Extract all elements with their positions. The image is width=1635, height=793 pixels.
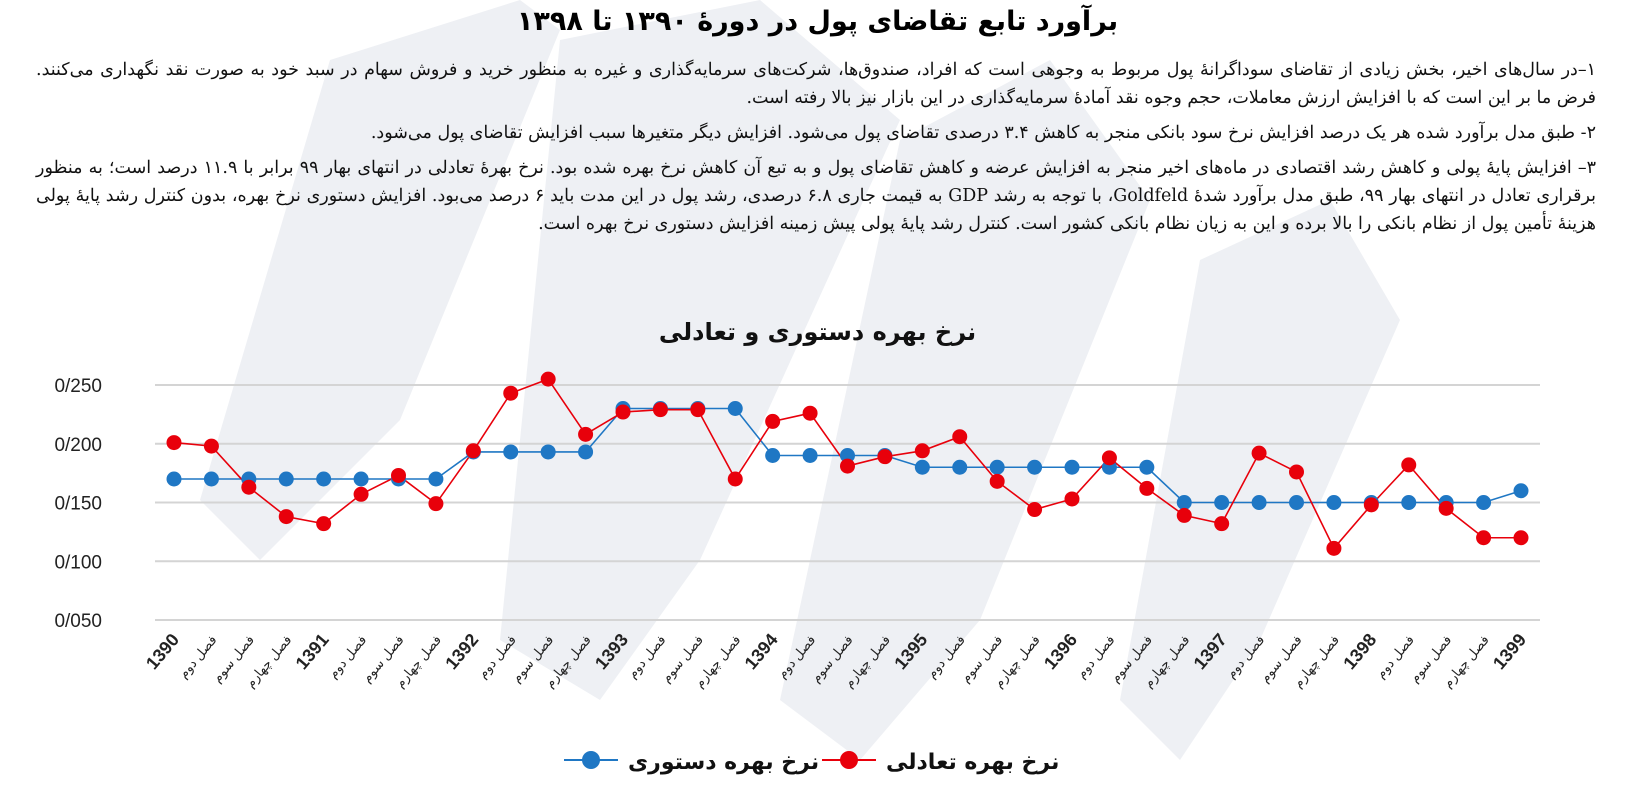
data-point-mandated [428,471,444,487]
x-tick-label: 1394 [741,630,782,674]
data-point-equilibrium [765,413,781,429]
data-point-equilibrium [1476,530,1492,546]
data-point-mandated [1214,495,1230,510]
data-point-equilibrium [914,443,930,459]
data-point-equilibrium [1363,497,1379,513]
data-point-mandated [1289,495,1304,510]
data-point-mandated [1139,459,1155,475]
data-point-mandated [316,471,332,487]
data-point-equilibrium [615,404,631,420]
data-point-equilibrium [316,516,332,532]
legend-item-mandated: نرخ بهره دستوری [560,744,819,786]
note-paragraph: ۲- طبق مدل برآورد شده هر یک درصد افزایش … [370,123,1596,143]
data-point-equilibrium [652,402,668,418]
data-point-equilibrium [578,426,594,442]
data-point-mandated [1176,495,1192,510]
data-point-equilibrium [1176,507,1192,523]
data-point-equilibrium [1326,540,1342,556]
data-point-mandated [1513,483,1529,499]
y-tick-label: 0/100 [54,552,102,573]
data-point-equilibrium [877,449,893,465]
data-point-equilibrium [690,402,706,418]
x-tick-label: 1393 [591,630,632,674]
data-point-mandated [166,471,182,487]
x-tick-label: 1396 [1040,630,1081,674]
data-point-mandated [503,444,519,460]
data-point-mandated [765,448,781,463]
x-tick-label: 1397 [1190,630,1231,674]
data-point-equilibrium [166,435,182,451]
data-point-mandated [989,459,1005,475]
x-tick-label: 1392 [441,630,482,674]
data-point-mandated [578,444,594,460]
x-tick-label: 1398 [1339,630,1380,674]
document-title: برآورد تابع تقاضای پول در دورۀ ۱۳۹۰ تا ۱… [516,6,1119,37]
data-point-equilibrium [428,496,444,512]
data-point-equilibrium [1438,500,1454,516]
data-point-mandated [1027,459,1043,475]
legend-label: نرخ بهره تعادلی [886,750,1060,775]
data-point-mandated [540,444,556,460]
data-point-mandated [1401,495,1417,510]
y-tick-label: 0/200 [54,435,102,456]
x-tick-label: 1395 [890,630,931,674]
note-paragraph: ۱–در سال‌های اخیر، بخش زیادی از تقاضای س… [36,60,1596,108]
data-point-equilibrium [1251,445,1267,461]
data-point-equilibrium [989,473,1005,489]
data-point-mandated [1064,459,1080,475]
note-paragraph: ۳– افزایش پایۀ پولی و کاهش رشد اقتصادی د… [36,158,1596,234]
data-point-mandated [727,401,743,416]
legend-label: نرخ بهره دستوری [628,750,820,775]
data-point-mandated [1251,495,1267,510]
data-point-equilibrium [1139,480,1155,496]
x-tick-label: 1390 [142,630,183,674]
data-point-equilibrium [840,458,855,474]
data-point-equilibrium [503,385,519,401]
data-point-mandated [278,471,294,487]
data-point-mandated [1476,495,1492,510]
data-point-equilibrium [540,371,556,387]
data-point-equilibrium [353,486,369,502]
y-tick-label: 0/150 [54,494,102,515]
y-tick-label: 0/050 [54,611,102,632]
data-point-equilibrium [727,471,743,487]
chart-title: نرخ بهره دستوری و تعادلی [658,318,977,346]
data-point-equilibrium [465,443,481,459]
data-point-equilibrium [1027,502,1043,518]
data-point-mandated [802,448,818,463]
y-tick-label: 0/250 [54,376,102,397]
legend-item-equilibrium: نرخ بهره تعادلی [818,744,1060,786]
data-point-equilibrium [241,479,257,495]
data-point-mandated [203,471,219,487]
data-point-equilibrium [1101,450,1117,466]
data-point-equilibrium [1214,516,1230,532]
data-point-equilibrium [203,438,219,454]
data-point-equilibrium [1513,530,1529,546]
legend-marker-blue-icon [564,751,618,769]
data-point-mandated [1326,495,1342,510]
data-point-equilibrium [952,429,968,445]
data-point-equilibrium [1401,457,1417,473]
chart-legend: نرخ بهره دستوری نرخ بهره تعادلی [0,744,1635,786]
data-point-equilibrium [802,405,818,421]
notes-section: ۱–در سال‌های اخیر، بخش زیادی از تقاضای س… [36,56,1596,245]
data-point-equilibrium [391,467,406,483]
x-tick-label: 1391 [292,630,333,674]
legend-marker-red-icon [822,751,876,769]
data-point-mandated [353,471,369,487]
data-point-equilibrium [1064,491,1080,507]
data-point-mandated [914,459,930,475]
data-point-equilibrium [278,509,294,525]
data-point-mandated [952,459,968,475]
x-tick-label: 1399 [1489,630,1530,674]
data-point-equilibrium [1289,464,1304,480]
